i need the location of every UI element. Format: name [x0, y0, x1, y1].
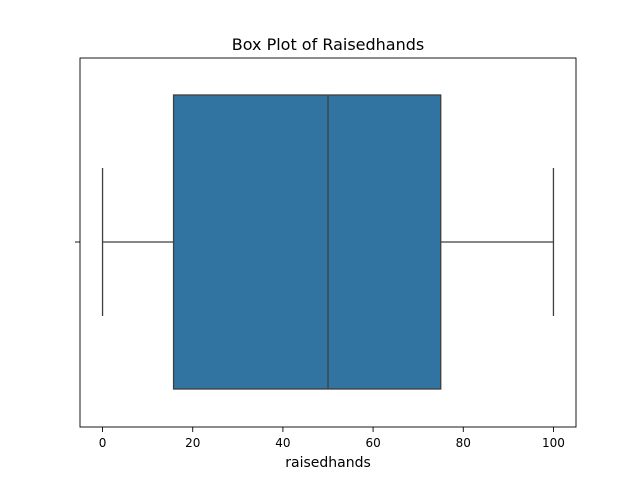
x-tick-label: 20 — [185, 436, 200, 450]
x-tick-label: 80 — [456, 436, 471, 450]
x-tick-label: 0 — [99, 436, 107, 450]
axis-layer: 0 20 40 60 80 100 — [75, 57, 577, 450]
x-axis-label: raisedhands — [285, 455, 371, 471]
x-tick-label: 60 — [365, 436, 380, 450]
x-tick-label: 100 — [542, 436, 565, 450]
chart-title: Box Plot of Raisedhands — [232, 35, 425, 54]
box-iqr — [172, 94, 442, 390]
x-tick-label: 40 — [275, 436, 290, 450]
box-layer — [101, 94, 555, 390]
plot-frame — [79, 57, 577, 428]
